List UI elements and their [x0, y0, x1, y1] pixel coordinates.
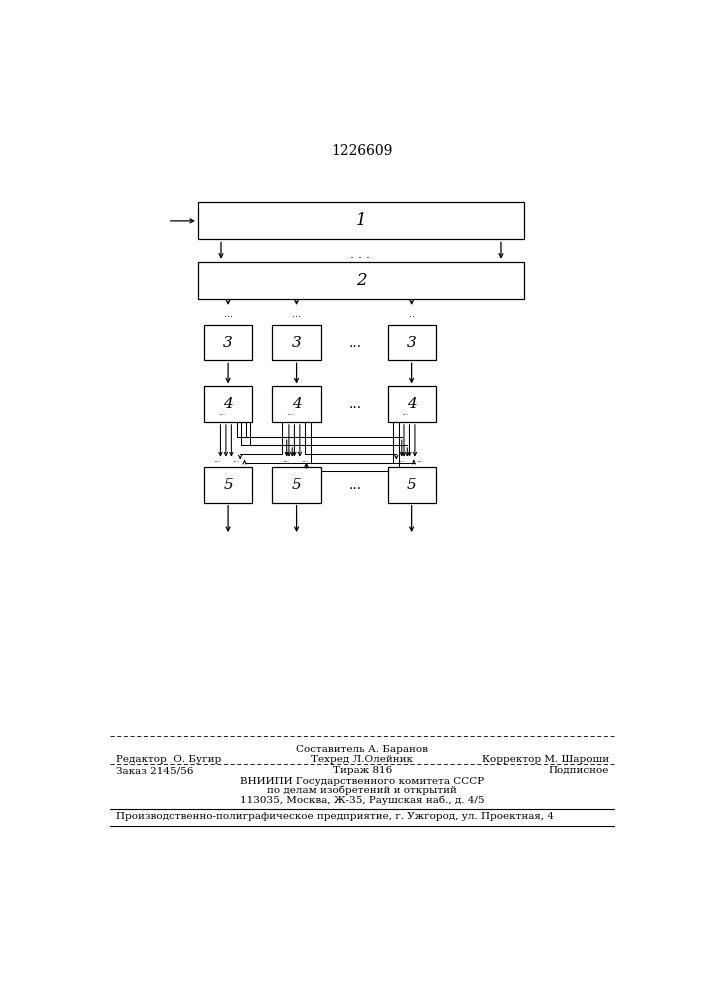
Text: ...: ... [300, 455, 308, 464]
Bar [204, 386, 252, 422]
Text: Техред Л.Олейник: Техред Л.Олейник [311, 755, 414, 764]
Bar [272, 325, 321, 360]
Text: Заказ 2145/56: Заказ 2145/56 [116, 766, 193, 775]
Text: ...: ... [282, 455, 289, 464]
Text: Тираж 816: Тираж 816 [333, 766, 392, 775]
Text: 4: 4 [223, 397, 233, 411]
Text: 1226609: 1226609 [332, 144, 393, 158]
Bar [387, 386, 436, 422]
Text: ...: ... [218, 408, 225, 417]
Text: Редактор  О. Бугир: Редактор О. Бугир [116, 755, 221, 764]
Bar [204, 325, 252, 360]
Text: ...: ... [402, 408, 409, 417]
Text: ...: ... [223, 309, 233, 319]
Text: ...: ... [416, 455, 423, 464]
Bar [272, 386, 321, 422]
Text: ...: ... [214, 455, 221, 464]
Bar [387, 325, 436, 360]
Text: Производственно-полиграфическое предприятие, г. Ужгород, ул. Проектная, 4: Производственно-полиграфическое предприя… [116, 812, 554, 821]
Text: 4: 4 [407, 397, 416, 411]
Text: 4: 4 [292, 397, 301, 411]
Text: по делам изобретений и открытий: по делам изобретений и открытий [267, 786, 457, 795]
Bar [198, 202, 524, 239]
Bar [204, 467, 252, 503]
Bar [387, 467, 436, 503]
Text: . . .: . . . [349, 248, 370, 261]
Text: ...: ... [349, 397, 362, 411]
Text: Составитель А. Баранов: Составитель А. Баранов [296, 745, 428, 754]
Bar [272, 467, 321, 503]
Text: 5: 5 [292, 478, 301, 492]
Text: ...: ... [397, 455, 404, 464]
Text: ...: ... [349, 478, 362, 492]
Bar [198, 262, 524, 299]
Text: 3: 3 [223, 336, 233, 350]
Text: Подписное: Подписное [549, 766, 609, 775]
Text: 5: 5 [407, 478, 416, 492]
Text: 3: 3 [407, 336, 416, 350]
Text: ..: .. [409, 309, 414, 319]
Text: ...: ... [232, 455, 240, 464]
Text: 3: 3 [292, 336, 301, 350]
Text: 113035, Москва, Ж-35, Раушская наб., д. 4/5: 113035, Москва, Ж-35, Раушская наб., д. … [240, 795, 484, 805]
Text: ...: ... [349, 336, 362, 350]
Text: Корректор М. Шароши: Корректор М. Шароши [481, 755, 609, 764]
Text: ...: ... [286, 408, 293, 417]
Text: 2: 2 [356, 272, 366, 289]
Text: 5: 5 [223, 478, 233, 492]
Text: 1: 1 [356, 212, 366, 229]
Text: ВНИИПИ Государственного комитета СССР: ВНИИПИ Государственного комитета СССР [240, 777, 484, 786]
Text: ...: ... [292, 309, 301, 319]
